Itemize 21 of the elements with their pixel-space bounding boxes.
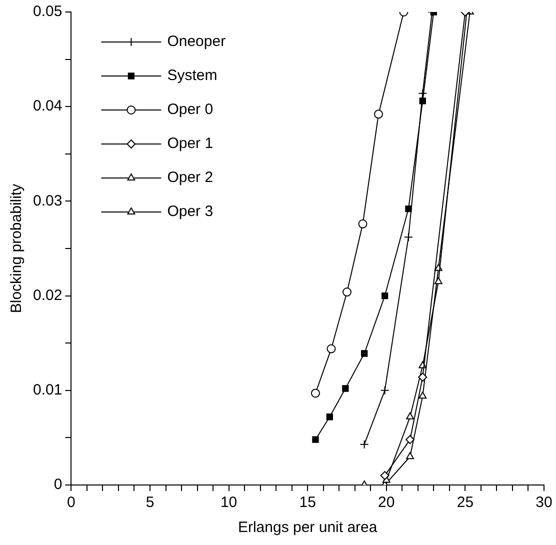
x-tick-label: 5: [146, 494, 154, 512]
legend-label: Oper 2: [167, 169, 214, 186]
x-tick-label: 15: [299, 494, 316, 512]
y-tick-label: 0.04: [32, 98, 62, 115]
x-axis-title: Erlangs per unit area: [238, 519, 378, 536]
legend-label: Oper 0: [167, 101, 214, 118]
x-tick-label: 25: [456, 494, 474, 512]
y-axis-title: Blocking probability: [8, 183, 26, 314]
y-tick-label: 0: [54, 476, 62, 494]
x-tick-label: 30: [536, 494, 552, 512]
x-tick-label: 0: [67, 494, 76, 512]
legend-label: Oper 1: [167, 135, 214, 152]
x-tick-label: 20: [378, 494, 395, 512]
y-tick-label: 0.02: [32, 286, 62, 304]
y-tick-label: 0.01: [32, 382, 62, 399]
legend-label: Oneoper: [167, 33, 226, 50]
legend-label: System: [167, 67, 218, 84]
legend-label: Oper 3: [167, 203, 214, 220]
y-tick-label: 0.05: [32, 3, 62, 20]
y-tick-label: 0.03: [32, 192, 62, 210]
x-tick-label: 10: [220, 494, 238, 512]
